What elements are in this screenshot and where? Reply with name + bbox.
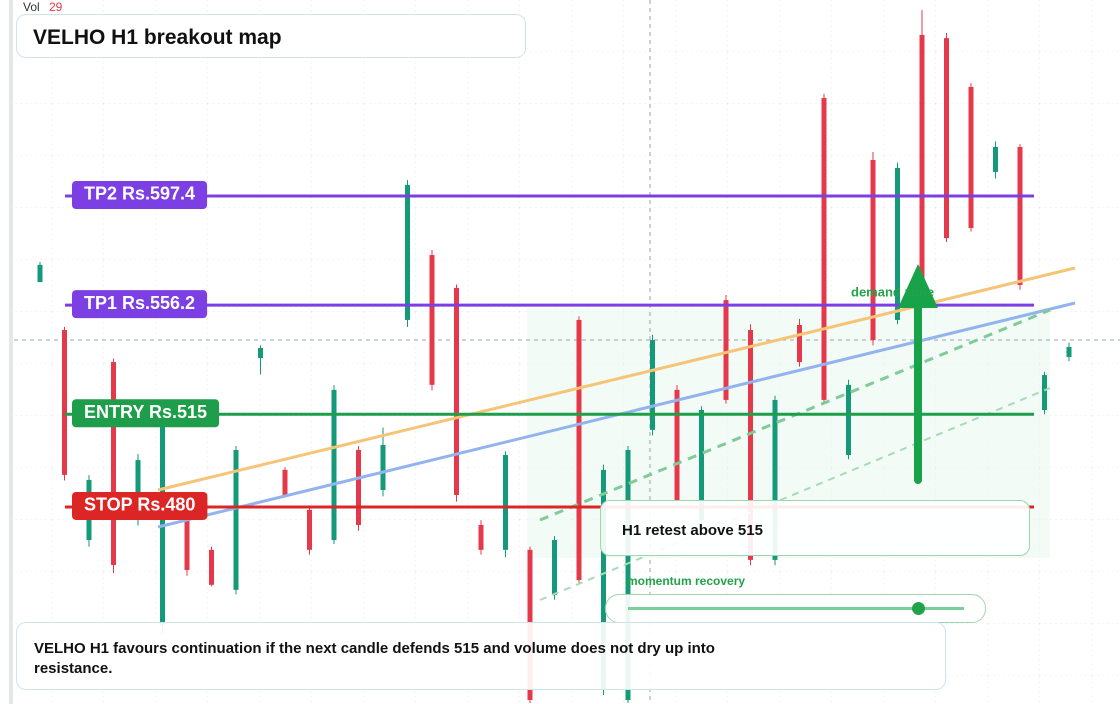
momentum-slider [605, 594, 986, 623]
candle-body [209, 549, 214, 585]
level-badge [72, 491, 208, 520]
candle-body [870, 159, 876, 341]
candle-body [797, 324, 802, 363]
arrow-head [898, 264, 938, 308]
candle-body [37, 264, 43, 283]
volume-value: 29 [49, 0, 63, 14]
note-text: VELHO H1 favours continuation if the nex… [34, 640, 715, 677]
level-label: STOP Rs.480 [84, 495, 195, 515]
candle-body [723, 300, 729, 400]
candle-body [944, 38, 949, 239]
trendline-dashed-lower [539, 387, 1051, 601]
candle-body [821, 97, 827, 400]
candle-body [62, 330, 67, 475]
left-border [9, 0, 13, 704]
candle-body [380, 444, 386, 490]
candle-body [650, 340, 655, 430]
note-box: VELHO H1 favours continuation if the nex… [16, 622, 946, 690]
candle-body [552, 540, 557, 595]
candle-body [429, 255, 435, 385]
candle-body [135, 460, 141, 520]
chart-title: VELHO H1 breakout map [33, 26, 282, 49]
candle-body [625, 449, 631, 701]
candle-body [405, 184, 410, 320]
candle-body [503, 455, 508, 550]
candle-body [1066, 346, 1072, 358]
candle-body [1042, 375, 1047, 411]
candle-body [1017, 146, 1023, 285]
candle-body [895, 167, 900, 320]
candle-body [454, 287, 459, 496]
candle-body [601, 469, 606, 690]
level-label: TP2 Rs.597.4 [84, 184, 195, 204]
candle-body [356, 449, 361, 525]
candle-body [993, 146, 998, 172]
candle-body [846, 384, 851, 456]
levels: TP2 Rs.597.4 TP1 Rs.556.2 ENTRY Rs.515 STOP… [65, 180, 1034, 520]
title-box: VELHO H1 breakout map [16, 14, 526, 58]
level-label: ENTRY Rs.515 [84, 402, 207, 422]
slider-knob [912, 602, 925, 615]
candle-body [307, 509, 312, 550]
level-badge [72, 180, 208, 209]
level-badge [72, 399, 220, 428]
candle-body [919, 34, 925, 301]
zone-label: demand zone [851, 284, 934, 299]
level-label: TP1 Rs.556.2 [84, 293, 195, 313]
candle-body [699, 410, 704, 520]
level-badge [72, 290, 208, 319]
candle-body [968, 86, 974, 229]
candle-body [282, 469, 288, 496]
candle-body [748, 330, 753, 560]
momentum-label: momentum recovery [627, 574, 745, 588]
retest-text: H1 retest above 515 [622, 522, 763, 539]
candle-body [184, 519, 190, 570]
candle-body [111, 362, 116, 565]
volume-label: Vol [23, 0, 40, 14]
slider-track [628, 607, 964, 610]
retest-box: H1 retest above 515 [600, 500, 1030, 556]
candle-body [772, 399, 778, 560]
candle-body [478, 524, 484, 550]
candle-body [674, 389, 680, 501]
candle-body [258, 348, 263, 359]
candle-body [331, 389, 337, 541]
candle-body [576, 319, 582, 581]
candle-body [233, 449, 239, 590]
